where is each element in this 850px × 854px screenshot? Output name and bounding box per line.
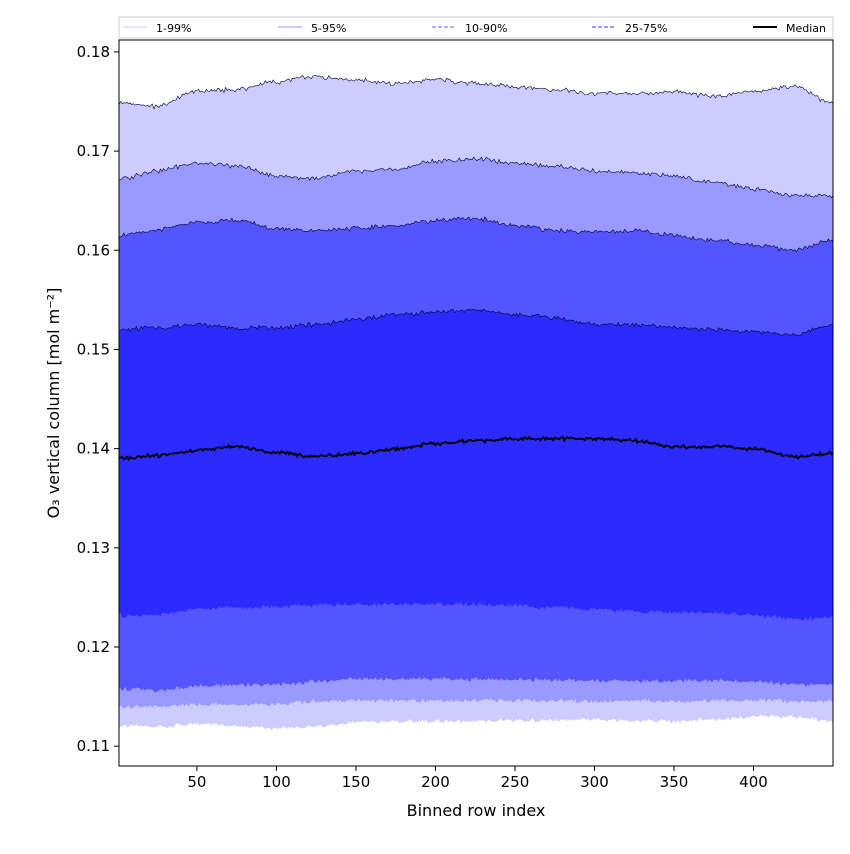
legend-label: 10-90% xyxy=(465,22,507,35)
legend-box xyxy=(118,16,834,39)
x-axis-label: Binned row index xyxy=(407,801,546,820)
legend: 1-99% 5-95% 10-90% 25-75% Median xyxy=(118,16,834,39)
band-upper-edge-5-95% xyxy=(119,156,833,199)
x-tick-label: 200 xyxy=(421,773,450,791)
y-tick-label: 0.15 xyxy=(77,340,110,358)
x-axis: 50 100 150 200 250 300 350 400 xyxy=(187,766,768,791)
legend-label: 25-75% xyxy=(625,22,667,35)
legend-label: Median xyxy=(786,22,826,35)
band-upper-edge-25-75% xyxy=(119,308,833,337)
y-tick-label: 0.14 xyxy=(77,440,110,458)
band-25-75% xyxy=(119,309,833,621)
legend-label: 5-95% xyxy=(311,22,346,35)
x-tick-label: 400 xyxy=(739,773,768,791)
y-axis: 0.11 0.12 0.13 0.14 0.15 0.16 0.17 0.18 xyxy=(77,43,119,755)
plot-frame xyxy=(118,39,834,767)
x-tick-label: 300 xyxy=(580,773,609,791)
y-tick-label: 0.16 xyxy=(77,241,110,259)
percentile-bands xyxy=(119,74,833,731)
x-tick-label: 350 xyxy=(660,773,689,791)
y-tick-label: 0.12 xyxy=(77,638,110,656)
y-tick-label: 0.18 xyxy=(77,43,110,61)
band-upper-edge-10-90% xyxy=(119,216,833,253)
x-tick-label: 50 xyxy=(187,773,206,791)
median-layer xyxy=(119,435,833,462)
median-line xyxy=(119,435,833,462)
x-tick-label: 250 xyxy=(501,773,530,791)
band-upper-edge-1-99% xyxy=(119,74,833,110)
x-tick-label: 150 xyxy=(342,773,371,791)
y-tick-label: 0.11 xyxy=(77,737,110,755)
x-tick-label: 100 xyxy=(262,773,291,791)
y-axis-label: O₃ vertical column [mol m⁻²] xyxy=(44,288,63,519)
y-tick-label: 0.17 xyxy=(77,142,110,160)
legend-label: 1-99% xyxy=(156,22,191,35)
y-tick-label: 0.13 xyxy=(77,539,110,557)
